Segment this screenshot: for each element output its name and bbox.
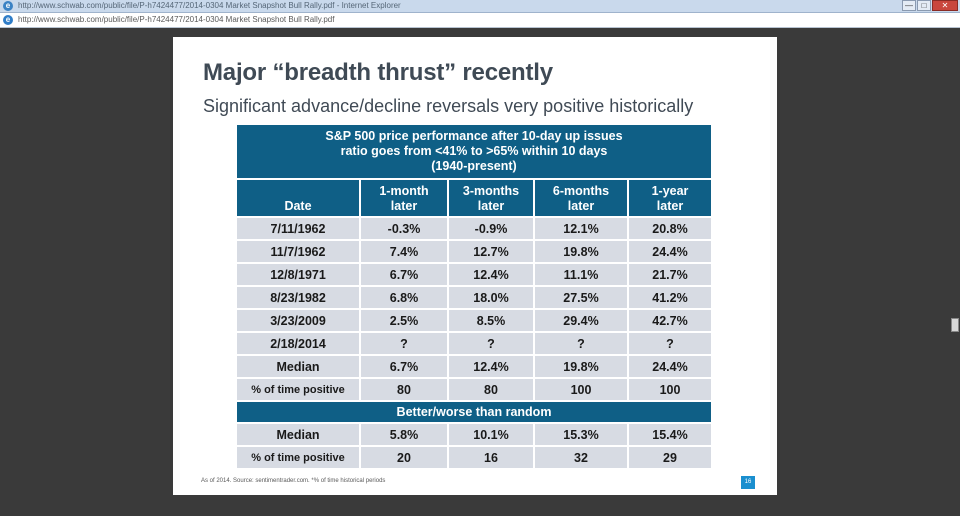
window-titlebar: e http://www.schwab.com/public/file/P-h7… bbox=[0, 0, 960, 13]
address-bar[interactable]: e http://www.schwab.com/public/file/P-h7… bbox=[0, 13, 960, 28]
table-cell: 6.7% bbox=[361, 264, 449, 287]
table-cell: 2.5% bbox=[361, 310, 449, 333]
table-cell: % of time positive bbox=[237, 447, 361, 470]
table-cell: 7.4% bbox=[361, 241, 449, 264]
table-cell: 2/18/2014 bbox=[237, 333, 361, 356]
performance-table: S&P 500 price performance after 10-day u… bbox=[237, 125, 711, 470]
table-cell: 24.4% bbox=[629, 241, 711, 264]
maximize-button[interactable]: □ bbox=[917, 0, 931, 11]
section-header: Better/worse than random bbox=[237, 402, 711, 424]
window-controls: — □ ✕ bbox=[902, 0, 958, 12]
table-row: 11/7/1962 7.4% 12.7% 19.8% 24.4% bbox=[237, 241, 711, 264]
table-cell: 41.2% bbox=[629, 287, 711, 310]
table-cell: 6.8% bbox=[361, 287, 449, 310]
column-header-line: Date bbox=[284, 199, 312, 213]
median-row: Median 6.7% 12.4% 19.8% 24.4% bbox=[237, 356, 711, 379]
table-cell: 42.7% bbox=[629, 310, 711, 333]
table-cell: 6.7% bbox=[361, 356, 449, 379]
table-cell: ? bbox=[361, 333, 449, 356]
table-cell: ? bbox=[535, 333, 629, 356]
table-cell: 15.4% bbox=[629, 424, 711, 447]
internet-explorer-icon: e bbox=[3, 1, 13, 11]
table-row: 2/18/2014 ? ? ? ? bbox=[237, 333, 711, 356]
random-median-row: Median 5.8% 10.1% 15.3% 15.4% bbox=[237, 424, 711, 447]
table-cell: 100 bbox=[535, 379, 629, 402]
column-header-line: later bbox=[567, 199, 595, 213]
column-header-1-year: 1-year later bbox=[629, 180, 711, 218]
table-title: S&P 500 price performance after 10-day u… bbox=[237, 125, 711, 180]
slide-footer: As of 2014. Source: sentimentrader.com. … bbox=[201, 478, 386, 484]
table-cell: 29 bbox=[629, 447, 711, 470]
table-cell: 12.4% bbox=[449, 356, 535, 379]
column-header-line: later bbox=[656, 199, 684, 213]
table-cell: 8/23/1982 bbox=[237, 287, 361, 310]
table-row: 8/23/1982 6.8% 18.0% 27.5% 41.2% bbox=[237, 287, 711, 310]
table-cell: 24.4% bbox=[629, 356, 711, 379]
page-number: 16 bbox=[741, 476, 755, 489]
table-cell: 80 bbox=[361, 379, 449, 402]
table-cell: ? bbox=[629, 333, 711, 356]
column-header-line: 1-month bbox=[379, 184, 429, 198]
table-cell: 11/7/1962 bbox=[237, 241, 361, 264]
table-cell: 19.8% bbox=[535, 241, 629, 264]
column-header-1-month: 1-month later bbox=[361, 180, 449, 218]
table-cell: 20 bbox=[361, 447, 449, 470]
pdf-slide: Major “breadth thrust” recently Signific… bbox=[173, 37, 777, 495]
table-cell: 7/11/1962 bbox=[237, 218, 361, 241]
random-percent-positive-row: % of time positive 20 16 32 29 bbox=[237, 447, 711, 470]
column-header-date: Date bbox=[237, 180, 361, 218]
table-cell: -0.3% bbox=[361, 218, 449, 241]
table-cell: 29.4% bbox=[535, 310, 629, 333]
column-header-line: 1-year bbox=[651, 184, 689, 198]
table-cell: 11.1% bbox=[535, 264, 629, 287]
table-cell: 12.1% bbox=[535, 218, 629, 241]
column-header-6-months: 6-months later bbox=[535, 180, 629, 218]
table-row: 3/23/2009 2.5% 8.5% 29.4% 42.7% bbox=[237, 310, 711, 333]
column-header-line: later bbox=[477, 199, 505, 213]
table-cell: 3/23/2009 bbox=[237, 310, 361, 333]
table-title-line: (1940-present) bbox=[431, 159, 517, 173]
table-cell: Median bbox=[237, 424, 361, 447]
column-header-line: later bbox=[390, 199, 418, 213]
table-cell: 12.4% bbox=[449, 264, 535, 287]
table-cell: 10.1% bbox=[449, 424, 535, 447]
percent-positive-row: % of time positive 80 80 100 100 bbox=[237, 379, 711, 402]
table-cell: 27.5% bbox=[535, 287, 629, 310]
table-cell: ? bbox=[449, 333, 535, 356]
table-cell: 12/8/1971 bbox=[237, 264, 361, 287]
table-title-line: ratio goes from <41% to >65% within 10 d… bbox=[340, 144, 608, 158]
window-title: http://www.schwab.com/public/file/P-h742… bbox=[18, 1, 401, 10]
table-cell: 32 bbox=[535, 447, 629, 470]
table-cell: % of time positive bbox=[237, 379, 361, 402]
table-row: 12/8/1971 6.7% 12.4% 11.1% 21.7% bbox=[237, 264, 711, 287]
table-cell: 18.0% bbox=[449, 287, 535, 310]
table-cell: -0.9% bbox=[449, 218, 535, 241]
table-cell: 16 bbox=[449, 447, 535, 470]
url-text[interactable]: http://www.schwab.com/public/file/P-h742… bbox=[18, 15, 335, 24]
column-header-3-months: 3-months later bbox=[449, 180, 535, 218]
table-cell: 5.8% bbox=[361, 424, 449, 447]
table-title-line: S&P 500 price performance after 10-day u… bbox=[325, 129, 623, 143]
column-header-line: 6-months bbox=[552, 184, 610, 198]
table-row: 7/11/1962 -0.3% -0.9% 12.1% 20.8% bbox=[237, 218, 711, 241]
table-cell: 8.5% bbox=[449, 310, 535, 333]
close-button[interactable]: ✕ bbox=[932, 0, 958, 11]
table-cell: 15.3% bbox=[535, 424, 629, 447]
page-icon: e bbox=[3, 15, 13, 25]
table-cell: 12.7% bbox=[449, 241, 535, 264]
table-cell: 80 bbox=[449, 379, 535, 402]
slide-subtitle: Significant advance/decline reversals ve… bbox=[203, 96, 694, 116]
vertical-scrollbar[interactable] bbox=[950, 28, 960, 516]
table-cell: 100 bbox=[629, 379, 711, 402]
minimize-button[interactable]: — bbox=[902, 0, 916, 11]
table-cell: Median bbox=[237, 356, 361, 379]
scrollbar-thumb[interactable] bbox=[951, 318, 959, 332]
slide-title: Major “breadth thrust” recently bbox=[203, 59, 553, 86]
table-cell: 19.8% bbox=[535, 356, 629, 379]
table-cell: 20.8% bbox=[629, 218, 711, 241]
table-cell: 21.7% bbox=[629, 264, 711, 287]
column-header-line: 3-months bbox=[462, 184, 520, 198]
